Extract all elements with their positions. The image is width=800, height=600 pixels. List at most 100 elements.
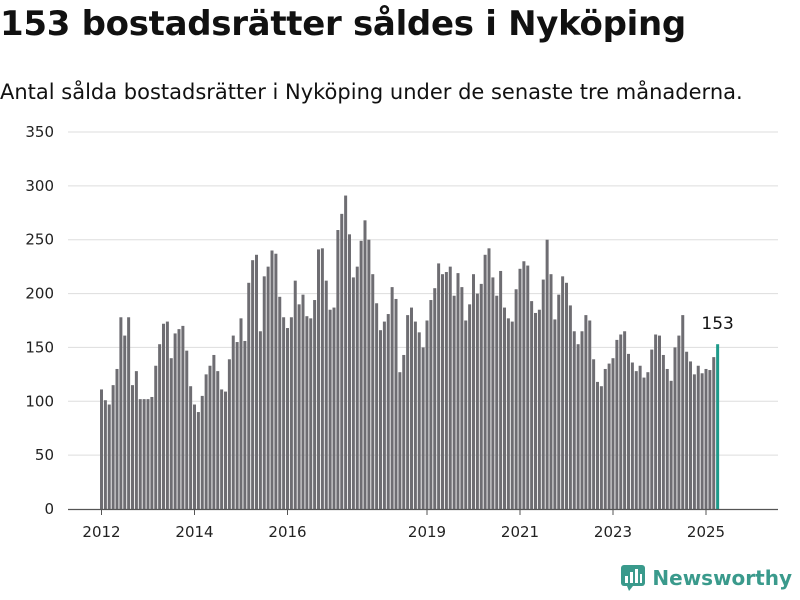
bar	[425, 320, 429, 509]
bar	[119, 317, 123, 509]
bar	[406, 315, 410, 509]
bar	[634, 371, 638, 509]
bar	[452, 295, 456, 509]
bar	[235, 342, 239, 509]
bar	[262, 276, 266, 509]
bar	[599, 386, 603, 509]
bar	[375, 303, 379, 509]
bar	[530, 301, 534, 509]
bar	[247, 282, 251, 509]
bar	[204, 374, 208, 509]
bar	[603, 368, 607, 509]
bar	[491, 277, 495, 509]
bar	[189, 386, 193, 509]
bar	[266, 266, 270, 509]
bar	[165, 321, 169, 509]
bar	[162, 323, 165, 509]
x-tick-label: 2019	[408, 523, 446, 541]
bar	[286, 328, 289, 509]
bar	[317, 249, 320, 509]
y-tick-label: 50	[35, 446, 54, 464]
bar	[239, 318, 243, 509]
x-tick-label: 2012	[82, 523, 120, 541]
bar	[138, 399, 142, 509]
bar	[460, 287, 464, 509]
bar	[549, 274, 553, 509]
bar	[696, 365, 700, 509]
bar	[181, 325, 185, 509]
y-tick-label: 200	[25, 285, 54, 303]
bar	[534, 312, 537, 509]
bar	[669, 380, 673, 509]
bar	[421, 347, 425, 509]
bar	[658, 335, 661, 509]
bar	[665, 368, 669, 509]
bar-latest	[716, 344, 720, 509]
bar	[479, 283, 483, 509]
bar	[127, 317, 131, 509]
bar	[134, 371, 138, 509]
bar	[367, 239, 371, 509]
bar	[623, 331, 627, 509]
x-tick-label: 2023	[594, 523, 632, 541]
bar	[433, 288, 437, 509]
bar	[448, 266, 452, 509]
bar	[464, 320, 468, 509]
bar	[580, 331, 584, 509]
bar	[681, 315, 685, 509]
latest-value-label: 153	[701, 314, 733, 334]
bar	[572, 331, 576, 509]
bar	[282, 317, 286, 509]
bar	[103, 400, 107, 509]
bar	[336, 230, 340, 509]
bar	[320, 248, 324, 509]
bar	[328, 309, 332, 509]
bar	[251, 260, 255, 509]
bar	[224, 391, 227, 509]
bar	[359, 240, 363, 510]
bar	[386, 314, 390, 509]
bar	[227, 359, 231, 509]
bar	[483, 254, 487, 509]
bar	[441, 274, 444, 509]
bar	[413, 321, 417, 509]
bar	[472, 274, 475, 509]
bar	[611, 358, 615, 509]
bar	[355, 266, 359, 509]
x-axis-ticks: 2012 2014 2016 2019 2021 2023 2025	[82, 509, 725, 541]
bar	[220, 389, 224, 509]
bar	[545, 239, 549, 509]
bar	[348, 234, 351, 509]
bar	[429, 300, 433, 509]
bar	[553, 319, 557, 509]
bar	[289, 317, 293, 509]
bar	[150, 396, 154, 509]
bar	[243, 340, 247, 509]
bar	[689, 361, 692, 509]
bar	[437, 263, 441, 509]
newsworthy-logo-icon	[621, 565, 646, 591]
bar	[255, 254, 258, 509]
bars	[100, 195, 720, 510]
brand-logo: Newsworthy	[620, 564, 792, 592]
bar	[565, 282, 568, 509]
y-tick-label: 150	[25, 338, 54, 356]
bar	[146, 399, 150, 509]
bar	[115, 368, 119, 509]
bar	[495, 295, 499, 509]
bar	[382, 321, 386, 509]
x-tick-label: 2016	[268, 523, 306, 541]
bar	[313, 300, 317, 509]
bar	[708, 370, 712, 509]
bar	[208, 365, 212, 509]
bar	[301, 294, 305, 509]
bar	[692, 374, 696, 509]
bar	[615, 339, 619, 509]
bar	[499, 270, 503, 509]
bar	[274, 253, 278, 509]
bar	[712, 357, 716, 509]
chart-title: 153 bostadsrätter såldes i Nyköping	[0, 4, 686, 44]
y-tick-label: 300	[25, 177, 54, 195]
bar	[704, 368, 708, 509]
